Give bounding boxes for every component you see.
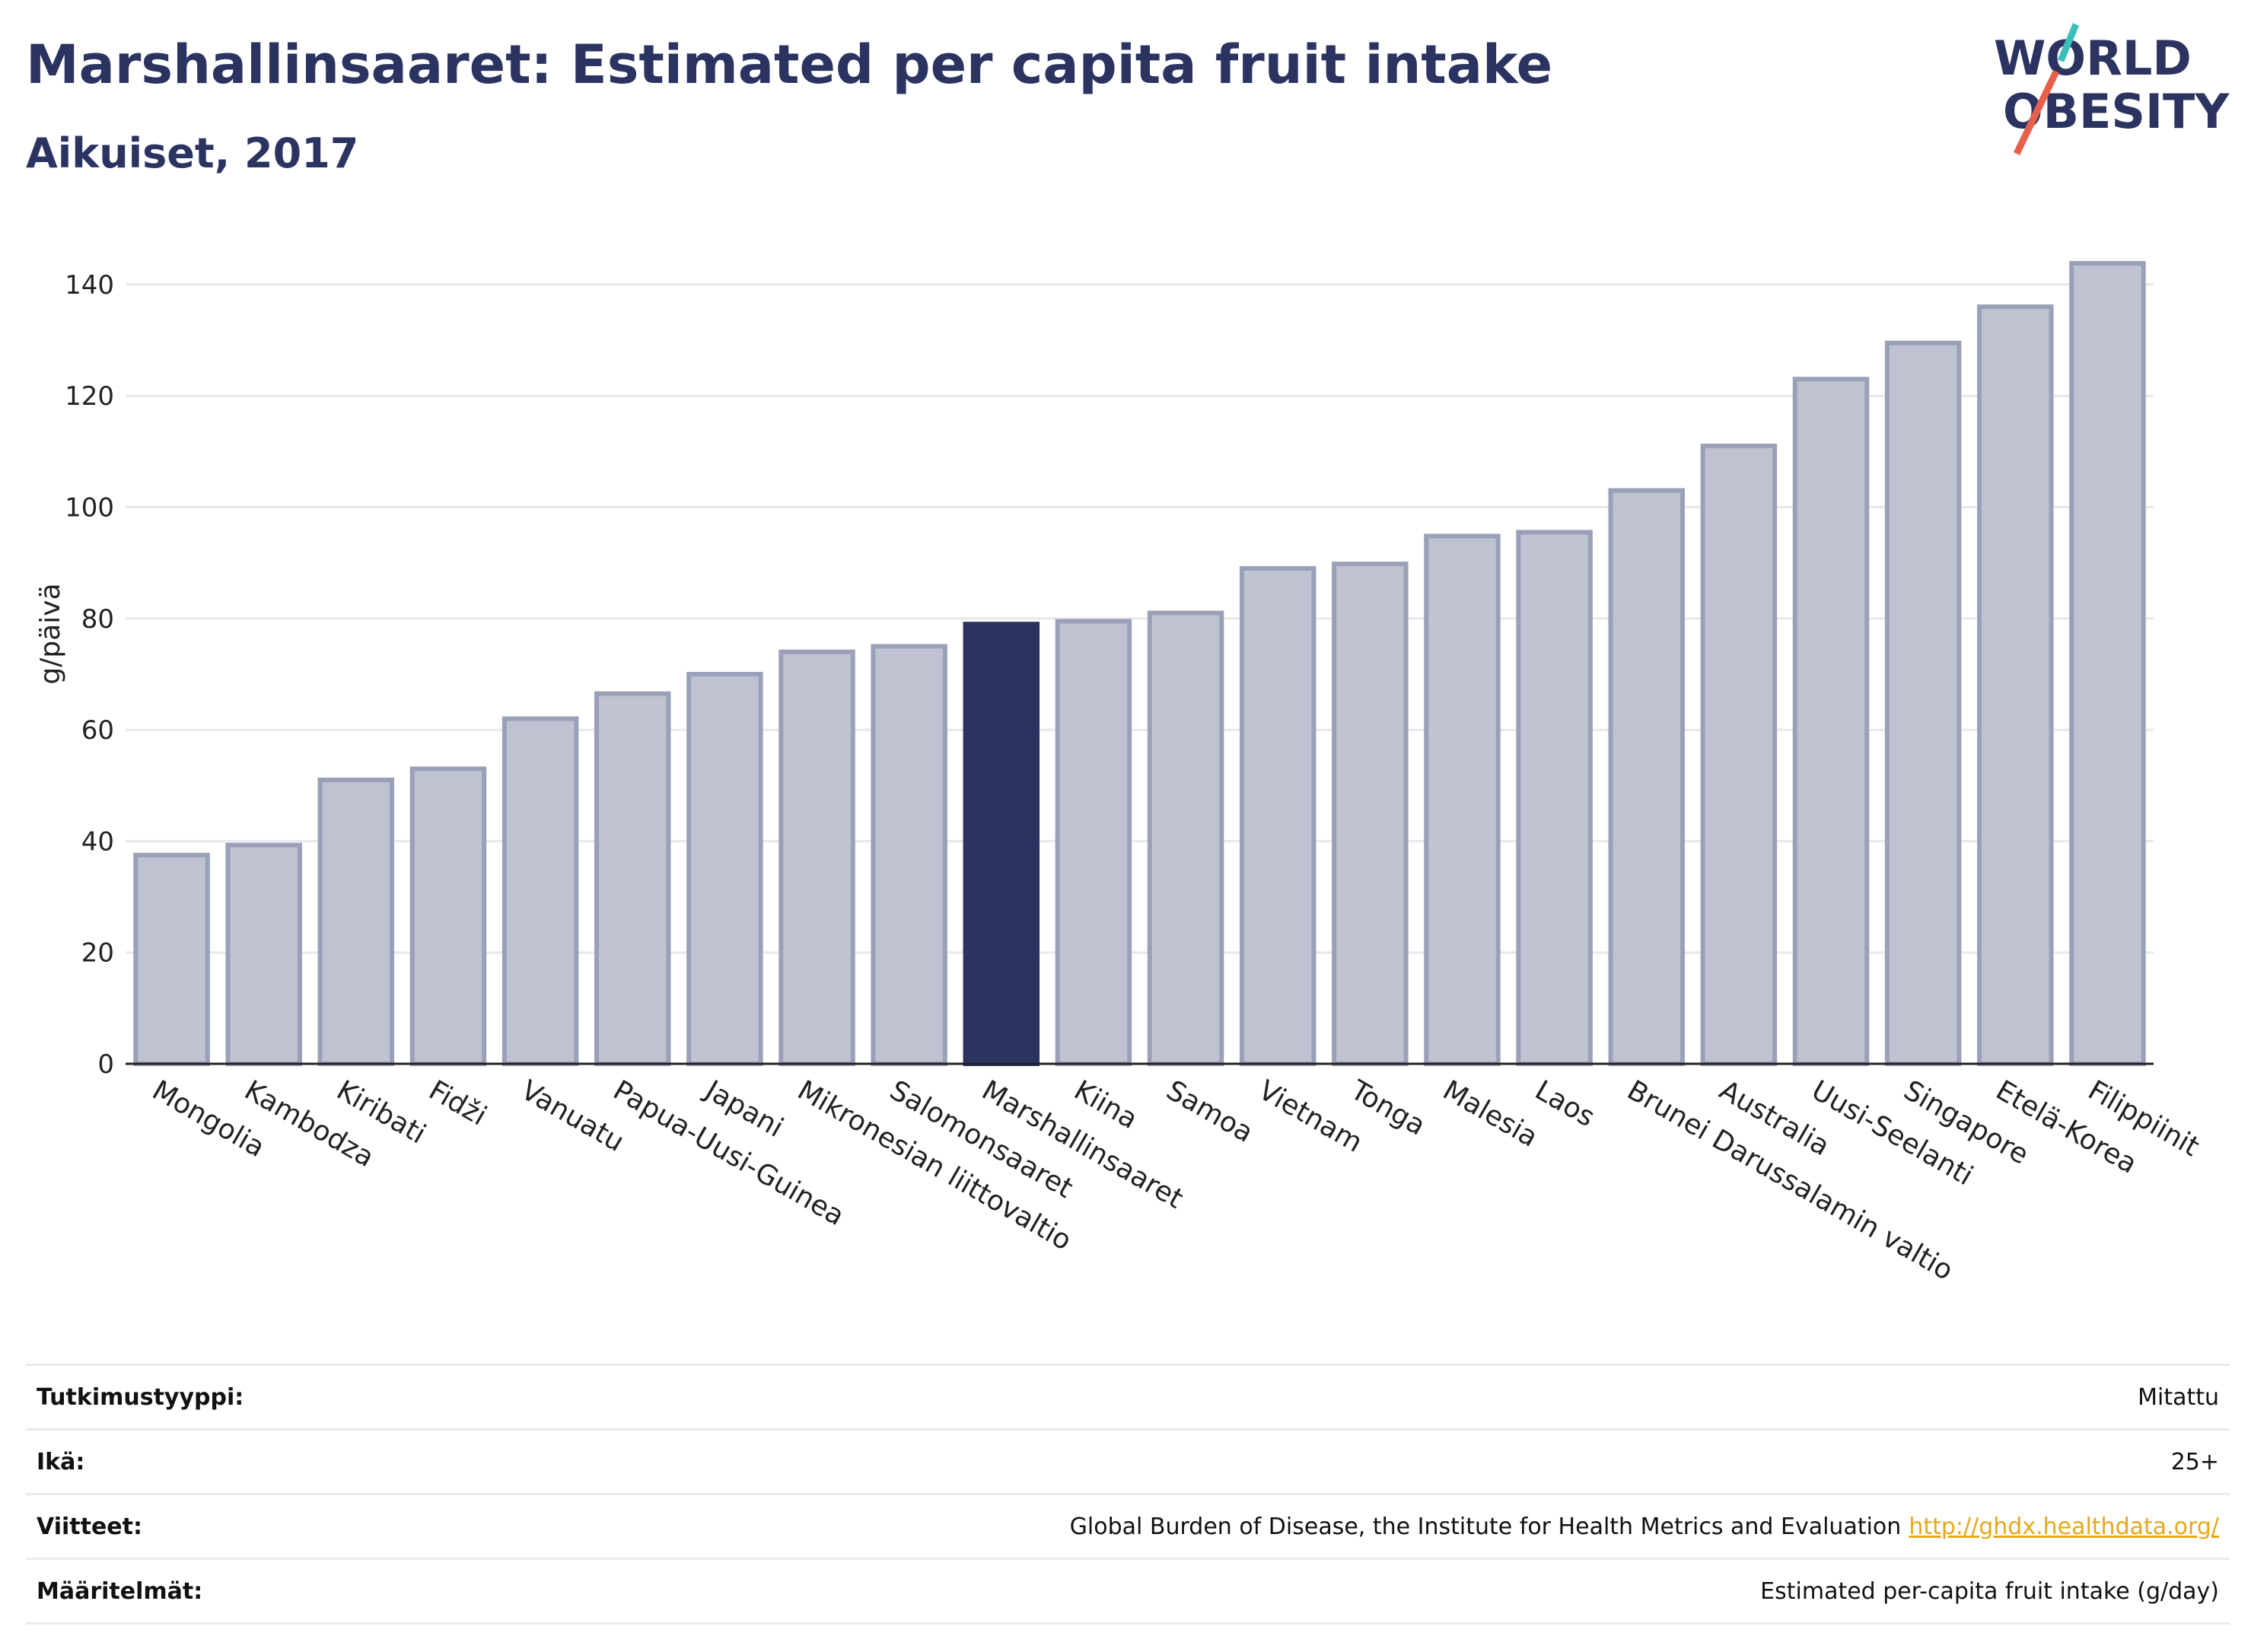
bar[interactable] bbox=[409, 766, 487, 1067]
y-tick-label: 100 bbox=[65, 492, 114, 523]
metadata-value: Mitattu bbox=[2138, 1384, 2230, 1411]
bar[interactable] bbox=[317, 777, 395, 1066]
y-tick-label: 80 bbox=[81, 604, 114, 635]
logo-slash-teal bbox=[2057, 23, 2080, 62]
y-axis-label: g/päivä bbox=[35, 583, 66, 684]
y-tick-label: 120 bbox=[65, 381, 114, 412]
bars bbox=[133, 261, 2146, 1067]
metadata-table: Tutkimustyyppi: Mitattu Ikä: 25+ Viitteet: Gl… bbox=[26, 1364, 2230, 1625]
bar[interactable] bbox=[594, 691, 671, 1067]
metadata-key: Viitteet: bbox=[37, 1513, 142, 1540]
bar[interactable] bbox=[1700, 444, 1778, 1066]
y-tick-label: 60 bbox=[81, 715, 114, 746]
y-tick-label: 20 bbox=[81, 938, 114, 969]
bar[interactable] bbox=[1884, 340, 1962, 1067]
x-tick-label: Vanuatu bbox=[516, 1074, 629, 1158]
x-tick-label: Fidži bbox=[423, 1074, 492, 1132]
metadata-row: Viitteet: Global Burden of Disease, the I… bbox=[26, 1493, 2230, 1558]
logo-text-world: WORLD bbox=[1994, 30, 2192, 86]
metadata-key: Tutkimustyyppi: bbox=[37, 1383, 244, 1411]
bar[interactable] bbox=[778, 649, 855, 1066]
bar[interactable] bbox=[686, 671, 763, 1066]
y-tick-label: 140 bbox=[65, 270, 114, 301]
bar[interactable] bbox=[2069, 261, 2146, 1066]
metadata-value: 25+ bbox=[2171, 1449, 2230, 1475]
bar-highlighted[interactable] bbox=[963, 622, 1040, 1066]
logo-slash-red bbox=[2013, 70, 2060, 155]
metadata-row: Ikä: 25+ bbox=[26, 1428, 2230, 1493]
metadata-value: Estimated per-capita fruit intake (g/day… bbox=[1760, 1578, 2230, 1605]
metadata-key: Määritelmät: bbox=[37, 1577, 203, 1605]
x-tick-label: Malesia bbox=[1438, 1074, 1543, 1154]
y-axis-ticks: 0 20 40 60 80 100 120 140 bbox=[65, 270, 114, 1080]
bar[interactable] bbox=[1424, 533, 1501, 1066]
bar[interactable] bbox=[1055, 619, 1132, 1066]
y-tick-label: 40 bbox=[81, 826, 114, 857]
bar[interactable] bbox=[871, 644, 947, 1066]
bar[interactable] bbox=[1147, 610, 1224, 1066]
metadata-value-text: Mitattu bbox=[2138, 1383, 2219, 1411]
chart-title: Marshallinsaaret: Estimated per capita f… bbox=[26, 33, 1553, 96]
metadata-value-text: 25+ bbox=[2170, 1448, 2219, 1475]
x-tick-label: Samoa bbox=[1161, 1074, 1259, 1149]
world-obesity-logo: WORLD OBESITY bbox=[1994, 23, 2230, 155]
x-tick-label: Vietnam bbox=[1253, 1074, 1367, 1159]
y-tick-label: 0 bbox=[97, 1049, 114, 1080]
metadata-key: Ikä: bbox=[37, 1448, 85, 1475]
bar[interactable] bbox=[1977, 304, 2054, 1066]
bar[interactable] bbox=[1608, 488, 1685, 1066]
metadata-value-text: Estimated per-capita fruit intake (g/day… bbox=[1760, 1577, 2219, 1605]
bar[interactable] bbox=[1516, 530, 1593, 1066]
metadata-row: Tutkimustyyppi: Mitattu bbox=[26, 1364, 2230, 1428]
bar[interactable] bbox=[225, 842, 302, 1066]
bar[interactable] bbox=[133, 852, 210, 1066]
logo-text-obesity: OBESITY bbox=[2003, 84, 2230, 139]
bar[interactable] bbox=[1792, 377, 1870, 1066]
bar[interactable] bbox=[1332, 562, 1409, 1066]
source-link[interactable]: http://ghdx.healthdata.org/ bbox=[1909, 1513, 2219, 1540]
metadata-value: Global Burden of Disease, the Institute … bbox=[1070, 1514, 2230, 1540]
metadata-value-text: Global Burden of Disease, the Institute … bbox=[1069, 1513, 1902, 1540]
bar[interactable] bbox=[501, 716, 579, 1066]
bar[interactable] bbox=[1239, 565, 1317, 1066]
metadata-row: Määritelmät: Estimated per-capita fruit i… bbox=[26, 1558, 2230, 1625]
chart-subtitle: Aikuiset, 2017 bbox=[26, 129, 359, 177]
